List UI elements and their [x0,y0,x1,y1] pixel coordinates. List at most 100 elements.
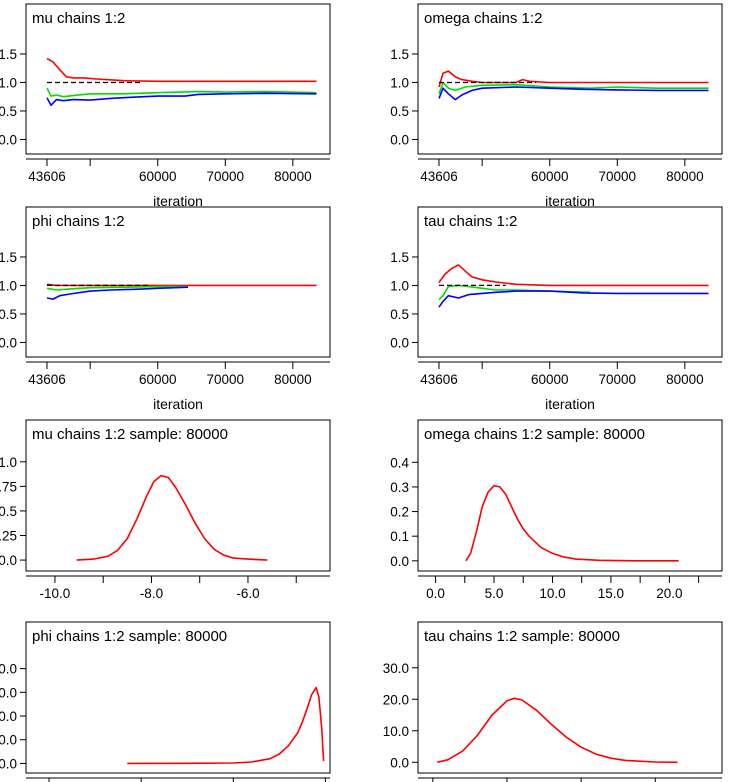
x-tick-label: 60000 [531,372,569,387]
series-line-3 [46,92,317,107]
plot-frame [25,621,331,774]
series-line-1 [438,70,709,88]
chart-title: phi chains 1:2 [32,213,125,230]
chart-title: tau chains 1:2 [424,213,517,230]
y-tick-label: 1.5 [0,250,17,265]
plot-frame [417,419,723,572]
x-tick-label: 15.0 [598,586,624,601]
x-tick-label: -10.0 [40,586,71,601]
plot-frame [417,621,723,774]
chart-panel-8: tau chains 1:2 sample: 80000 0.0 10.0 20.0 3… [383,621,723,782]
y-tick-label: 0.0 [390,755,409,770]
chart-panel-2: omega chains 1:2 0.0 0.5 1.0 1.5 43606 60000 70… [390,3,723,209]
y-tick-label: 0.4 [390,455,409,470]
y-tick-label: 0.5 [0,307,17,322]
x-tick-label: 5.0 [485,586,504,601]
series-line-2 [46,285,189,291]
y-tick-label: 300.0 [0,685,17,700]
chart-title: omega chains 1:2 [424,10,542,27]
x-axis-label: iteration [153,396,203,412]
y-tick-label: 0.5 [390,104,409,119]
x-tick-label: 60000 [139,372,177,387]
y-tick-label: 0.0 [0,756,17,771]
chart-panel-7: phi chains 1:2 sample: 80000 0.0 100.0 200.… [0,621,331,782]
x-tick-label: -8.0 [140,586,163,601]
series-line-3 [46,286,189,300]
y-tick-label: 1.5 [0,47,17,62]
series-line-1 [437,697,678,764]
y-tick-label: 0.5 [390,307,409,322]
y-tick-label: 0.5 [0,104,17,119]
x-axis-label: iteration [153,193,203,209]
y-tick-label: 400.0 [0,662,17,677]
chart-panel-6: omega chains 1:2 sample: 80000 0.0 0.1 0.2 0… [390,419,723,601]
y-tick-label: 0.0 [0,132,17,147]
x-tick-label: 10.0 [539,586,565,601]
y-tick-label: 30.0 [383,661,409,676]
chart-title: omega chains 1:2 sample: 80000 [424,426,645,443]
x-tick-label: 0.0 [426,586,445,601]
y-tick-label: 1.0 [0,455,17,470]
y-tick-label: 1.5 [390,250,409,265]
series-line-1 [76,474,268,561]
x-tick-label: 43606 [28,169,66,184]
plot-frame [417,3,723,155]
y-tick-label: 0.0 [390,335,409,350]
series-line-2 [438,81,709,95]
x-axis-label: iteration [545,193,595,209]
x-tick-label: 80000 [666,372,704,387]
y-tick-label: 0.1 [390,529,409,544]
y-tick-label: 10.0 [383,724,409,739]
series-line-1 [465,484,679,562]
chart-title: mu chains 1:2 sample: 80000 [32,426,228,443]
y-tick-label: 0.75 [0,479,17,494]
x-tick-label: 43606 [420,372,458,387]
chart-panel-5: mu chains 1:2 sample: 80000 0.0 0.25 0.5 0.7… [0,419,331,601]
series-line-1 [127,686,325,765]
x-tick-label: 60000 [531,169,569,184]
x-tick-label: 70000 [207,372,245,387]
y-tick-label: 1.0 [0,278,17,293]
chart-title: phi chains 1:2 sample: 80000 [32,628,227,645]
y-tick-label: 1.5 [390,47,409,62]
x-tick-label: 43606 [28,372,66,387]
plot-frame [25,206,331,358]
y-tick-label: 20.0 [383,692,409,707]
chart-title: tau chains 1:2 sample: 80000 [424,628,620,645]
plot-frame [417,206,723,358]
y-tick-label: 0.0 [390,554,409,569]
series-line-1 [438,264,709,287]
chart-panel-1: mu chains 1:2 0.0 0.5 1.0 1.5 43606 60000 70000… [0,3,331,209]
x-tick-label: 80000 [666,169,704,184]
x-tick-label: 20.0 [656,586,682,601]
chart-panel-3: phi chains 1:2 0.0 0.5 1.0 1.5 43606 60000 7000… [0,206,331,412]
plot-frame [25,419,331,572]
y-tick-label: 1.0 [390,278,409,293]
y-tick-label: 0.2 [390,505,409,520]
y-tick-label: 0.25 [0,529,17,544]
series-line-3 [438,290,709,308]
x-tick-label: 70000 [207,169,245,184]
y-tick-label: 0.0 [0,335,17,350]
x-tick-label: 60000 [139,169,177,184]
y-tick-label: 1.0 [390,75,409,90]
y-tick-label: 0.5 [0,504,17,519]
y-tick-label: 1.0 [0,75,17,90]
series-line-1 [46,57,317,83]
y-tick-label: 200.0 [0,709,17,724]
x-tick-label: 70000 [599,372,637,387]
x-tick-label: -6.0 [236,586,259,601]
series-line-3 [438,86,709,101]
x-tick-label: 43606 [420,169,458,184]
plot-frame [25,3,331,155]
series-line-2 [46,87,317,98]
y-tick-label: 100.0 [0,733,17,748]
chart-title: mu chains 1:2 [32,10,125,27]
x-axis-label: iteration [545,396,595,412]
x-tick-label: 70000 [599,169,637,184]
y-tick-label: 0.0 [390,132,409,147]
x-tick-label: 80000 [274,169,312,184]
x-tick-label: 80000 [274,372,312,387]
y-tick-label: 0.3 [390,480,409,495]
